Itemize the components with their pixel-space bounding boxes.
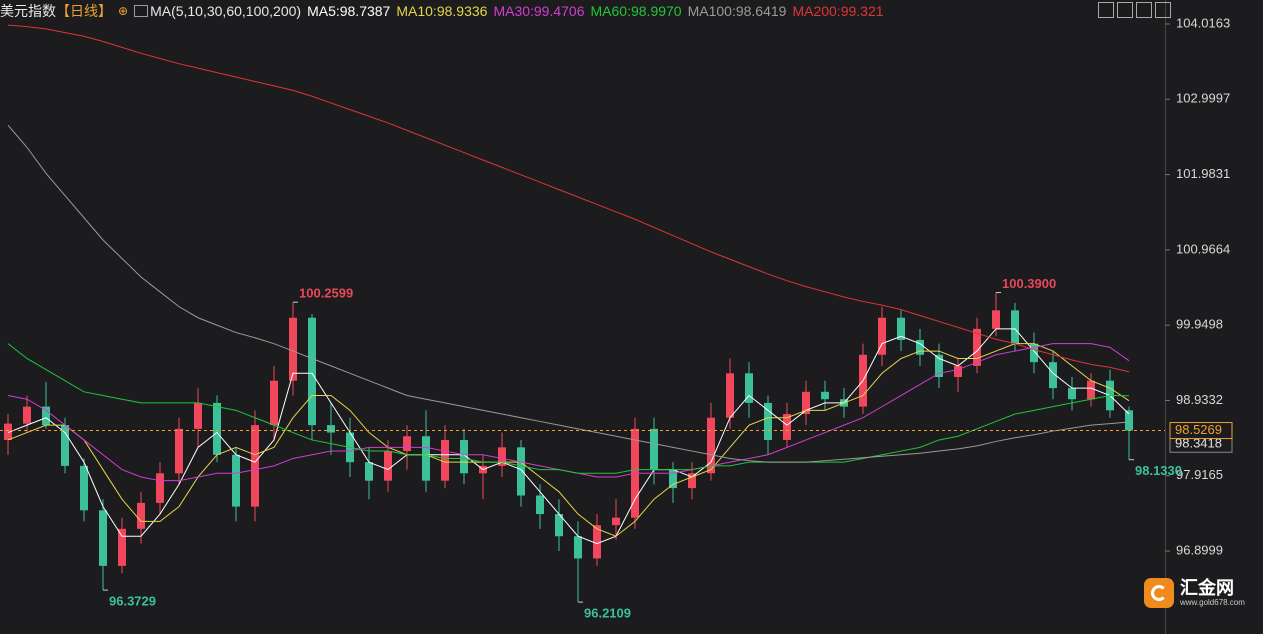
ma-line: [7, 24, 1130, 373]
price-tag: 98.5269: [1175, 422, 1222, 437]
candle-body: [365, 462, 373, 481]
candle-body: [897, 317, 905, 340]
candle-body: [384, 451, 392, 481]
candle-body: [23, 406, 31, 424]
candle-body: [441, 439, 449, 481]
chart-icon[interactable]: [134, 5, 149, 17]
annotation: 96.2109: [584, 606, 631, 621]
add-icon[interactable]: ⊕: [118, 4, 129, 18]
y-tick-label: 100.9664: [1176, 241, 1230, 256]
watermark-name: 汇金网: [1180, 578, 1234, 598]
y-tick-label: 96.8999: [1176, 542, 1223, 557]
candle-body: [194, 402, 202, 429]
candle-body: [688, 473, 696, 489]
candle-body: [232, 454, 240, 507]
candle-body: [80, 465, 88, 511]
candle-body: [1068, 388, 1076, 400]
candle-body: [118, 528, 126, 566]
annotation: 100.2599: [299, 286, 353, 301]
candle-body: [650, 428, 658, 470]
candle-body: [156, 473, 164, 503]
candle-body: [954, 365, 962, 377]
watermark-logo: [1144, 578, 1174, 608]
price-tag: 98.3418: [1175, 436, 1222, 451]
candle-body: [726, 373, 734, 418]
candle-body: [935, 354, 943, 377]
tool-button[interactable]: [1098, 2, 1114, 18]
candle-body: [213, 402, 221, 455]
instrument: 美元指数: [0, 3, 56, 19]
y-tick-label: 99.9498: [1176, 317, 1223, 332]
tool-button[interactable]: [1155, 2, 1171, 18]
candle-body: [270, 380, 278, 426]
candle-body: [574, 536, 582, 559]
candle-body: [764, 402, 772, 440]
candle-body: [707, 417, 715, 474]
candle-body: [878, 317, 886, 355]
candle-body: [460, 439, 468, 474]
legend-entry: MA200:99.321: [792, 3, 884, 19]
candle-body: [289, 317, 297, 381]
annotation: 96.3729: [109, 594, 156, 609]
candle-body: [99, 510, 107, 566]
candle-body: [916, 339, 924, 355]
candle-body: [4, 423, 12, 440]
candle-body: [498, 447, 506, 466]
candle-body: [992, 310, 1000, 329]
y-tick-label: 101.9831: [1176, 166, 1230, 181]
candle-body: [1125, 410, 1133, 431]
legend-entry: MA60:98.9970: [590, 3, 682, 19]
candle-body: [593, 525, 601, 559]
candle-body: [308, 317, 316, 426]
price-tag-box: [1169, 422, 1233, 440]
ma-spec: MA(5,10,30,60,100,200): [150, 3, 302, 19]
candle-body: [1030, 343, 1038, 363]
candle-body: [783, 414, 791, 440]
annotation: 98.1330: [1135, 463, 1182, 478]
toolbar: [1098, 2, 1171, 18]
annotation: 100.3900: [1002, 276, 1056, 291]
candle-body: [422, 436, 430, 481]
ma-line: [7, 124, 1130, 463]
legend-entry: MA10:98.9336: [396, 3, 488, 19]
legend-entry: MA30:99.4706: [493, 3, 585, 19]
y-tick-label: 102.9997: [1176, 91, 1230, 106]
candle-body: [536, 495, 544, 515]
ma-line: [7, 328, 1130, 545]
tool-button[interactable]: [1136, 2, 1152, 18]
candle-body: [403, 436, 411, 452]
candle-body: [555, 514, 563, 537]
period[interactable]: 【日线】: [56, 3, 112, 19]
y-tick-label: 104.0163: [1176, 15, 1230, 30]
candle-body: [745, 373, 753, 403]
candle-body: [137, 502, 145, 529]
watermark-site: www.gold678.com: [1180, 598, 1245, 607]
header: 美元指数 【日线】 ⊕ MA(5,10,30,60,100,200) MA5:9…: [0, 0, 884, 22]
tool-button[interactable]: [1117, 2, 1133, 18]
candle-body: [1049, 362, 1057, 389]
y-tick-label: 97.9165: [1176, 467, 1223, 482]
candle-body: [802, 391, 810, 415]
candle-body: [175, 428, 183, 474]
y-tick-label: 98.9332: [1176, 392, 1223, 407]
legend-entry: MA100:98.6419: [687, 3, 787, 19]
candle-body: [1087, 380, 1095, 400]
candle-body: [973, 328, 981, 366]
candle-body: [327, 425, 335, 433]
candle-body: [821, 391, 829, 400]
candle-body: [517, 447, 525, 496]
candle-body: [61, 425, 69, 466]
candle-body: [1011, 310, 1019, 344]
watermark: 汇金网 www.gold678.com: [1144, 578, 1245, 608]
ma-line: [7, 343, 1130, 474]
legend-entry: MA5:98.7387: [307, 3, 391, 19]
candle-body: [612, 517, 620, 526]
candle-body: [251, 425, 259, 507]
candle-body: [42, 406, 50, 426]
ma-line: [7, 343, 1130, 537]
candle-body: [669, 469, 677, 489]
